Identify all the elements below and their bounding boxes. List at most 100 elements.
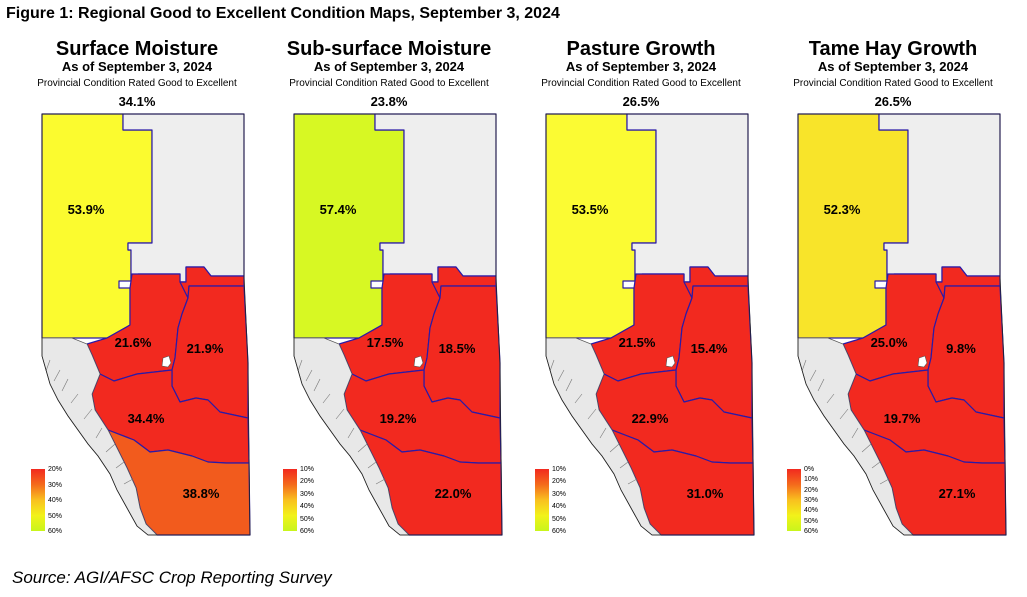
legend-tick: 50% <box>48 512 63 520</box>
legend-tick: 50% <box>804 517 819 525</box>
region-label-east-central: 21.9% <box>187 341 224 356</box>
county-boundary <box>817 378 825 392</box>
region-label-east-central: 9.8% <box>946 341 976 356</box>
county-boundary <box>367 461 377 469</box>
county-boundary <box>609 443 620 453</box>
county-boundary <box>851 427 859 439</box>
map-panel: Surface Moisture As of September 3, 2024 P… <box>12 38 262 548</box>
legend-color-ramp <box>787 469 801 531</box>
provincial-total: 26.5% <box>874 94 912 109</box>
legend-color-ramp <box>31 469 45 531</box>
county-boundary <box>861 443 872 453</box>
map-title: Surface Moisture <box>55 38 219 60</box>
county-boundary <box>61 378 69 392</box>
region-label-northwest: 52.3% <box>824 202 861 217</box>
region-label-northwest: 57.4% <box>320 202 357 217</box>
county-boundary <box>115 461 125 469</box>
region-label-south: 27.1% <box>939 486 976 501</box>
legend-tick: 60% <box>48 528 63 535</box>
map-date: As of September 3, 2024 <box>817 59 969 74</box>
region-label-south: 31.0% <box>687 486 724 501</box>
source-caption: Source: AGI/AFSC Crop Reporting Survey <box>12 568 332 587</box>
legend: 10% 20% 30% 40% 50% 60% <box>535 466 595 539</box>
legend: 0% 10% 20% 30% 40% 50% 60% <box>787 466 847 539</box>
map-note: Provincial Condition Rated Good to Excel… <box>37 78 237 89</box>
county-boundary <box>809 369 817 382</box>
legend: 20% 30% 40% 50% 60% <box>31 466 91 539</box>
county-boundary <box>313 378 321 392</box>
map-panel: Tame Hay Growth As of September 3, 2024 Pr… <box>768 38 1018 548</box>
legend-tick: 10% <box>300 466 315 473</box>
county-boundary <box>123 478 134 485</box>
region-label-south-central: 19.2% <box>380 411 417 426</box>
provincial-total: 23.8% <box>370 94 408 109</box>
legend-tick: 50% <box>552 515 567 523</box>
county-boundary <box>45 359 51 372</box>
map-note: Provincial Condition Rated Good to Excel… <box>541 78 741 89</box>
region-label-east-central: 15.4% <box>691 341 728 356</box>
province-outline <box>797 113 1007 536</box>
province-outline <box>545 113 755 536</box>
alberta-map: 53.9% 21.6% 21.9% 34.4% 38.8% <box>41 113 251 536</box>
alberta-map: 53.5% 21.5% 15.4% 22.9% 31.0% <box>545 113 755 536</box>
map-date: As of September 3, 2024 <box>565 59 717 74</box>
region-label-south: 22.0% <box>435 486 472 501</box>
county-boundary <box>305 369 313 382</box>
city-marker <box>161 355 172 368</box>
legend-tick: 20% <box>300 478 315 486</box>
county-boundary <box>53 369 61 382</box>
legend-tick: 20% <box>552 478 567 486</box>
map-date: As of September 3, 2024 <box>313 59 465 74</box>
county-boundary <box>105 443 116 453</box>
provincial-total: 34.1% <box>118 94 156 109</box>
legend-tick: 60% <box>552 528 567 535</box>
legend-tick: 30% <box>300 490 315 498</box>
legend-tick: 60% <box>300 528 315 535</box>
map-note: Provincial Condition Rated Good to Excel… <box>793 78 993 89</box>
region-label-south: 38.8% <box>183 486 220 501</box>
county-boundary <box>83 408 93 420</box>
county-boundary <box>565 378 573 392</box>
county-boundary <box>801 359 807 372</box>
region-label-south-central: 19.7% <box>884 411 921 426</box>
county-boundary <box>627 478 638 485</box>
legend-tick: 40% <box>552 503 567 511</box>
legend-tick: 40% <box>300 503 315 511</box>
county-boundary <box>619 461 629 469</box>
legend-tick: 40% <box>48 497 63 504</box>
region-label-northwest: 53.9% <box>68 202 105 217</box>
figure-title: Figure 1: Regional Good to Excellent Con… <box>6 5 560 22</box>
region-label-south-central: 34.4% <box>128 411 165 426</box>
legend-tick: 0% <box>804 466 815 473</box>
county-boundary <box>587 408 597 420</box>
legend-tick: 30% <box>804 497 819 504</box>
county-boundary <box>574 393 583 404</box>
legend-tick: 60% <box>804 528 819 535</box>
county-boundary <box>335 408 345 420</box>
region-label-east-central: 18.5% <box>439 341 476 356</box>
county-boundary <box>549 359 555 372</box>
province-outline <box>293 113 503 536</box>
map-panel: Sub-surface Moisture As of September 3, 2… <box>264 38 514 548</box>
legend-color-ramp <box>283 469 297 531</box>
legend-tick: 10% <box>804 476 819 484</box>
county-boundary <box>879 478 890 485</box>
map-title: Tame Hay Growth <box>808 38 978 60</box>
legend-tick: 30% <box>48 481 63 489</box>
city-marker <box>665 355 676 368</box>
county-boundary <box>347 427 355 439</box>
county-boundary <box>297 359 303 372</box>
map-title: Sub-surface Moisture <box>286 38 492 60</box>
county-boundary <box>599 427 607 439</box>
legend-tick: 40% <box>804 507 819 515</box>
map-panel: Pasture Growth As of September 3, 2024 Pro… <box>516 38 766 548</box>
legend-tick: 10% <box>552 466 567 473</box>
province-outline <box>41 113 251 536</box>
map-title: Pasture Growth <box>566 38 716 60</box>
region-label-northwest: 53.5% <box>572 202 609 217</box>
county-boundary <box>95 427 103 439</box>
region-label-central: 17.5% <box>367 335 404 350</box>
county-boundary <box>322 393 331 404</box>
map-note: Provincial Condition Rated Good to Excel… <box>289 78 489 89</box>
legend: 10% 20% 30% 40% 50% 60% <box>283 466 343 539</box>
